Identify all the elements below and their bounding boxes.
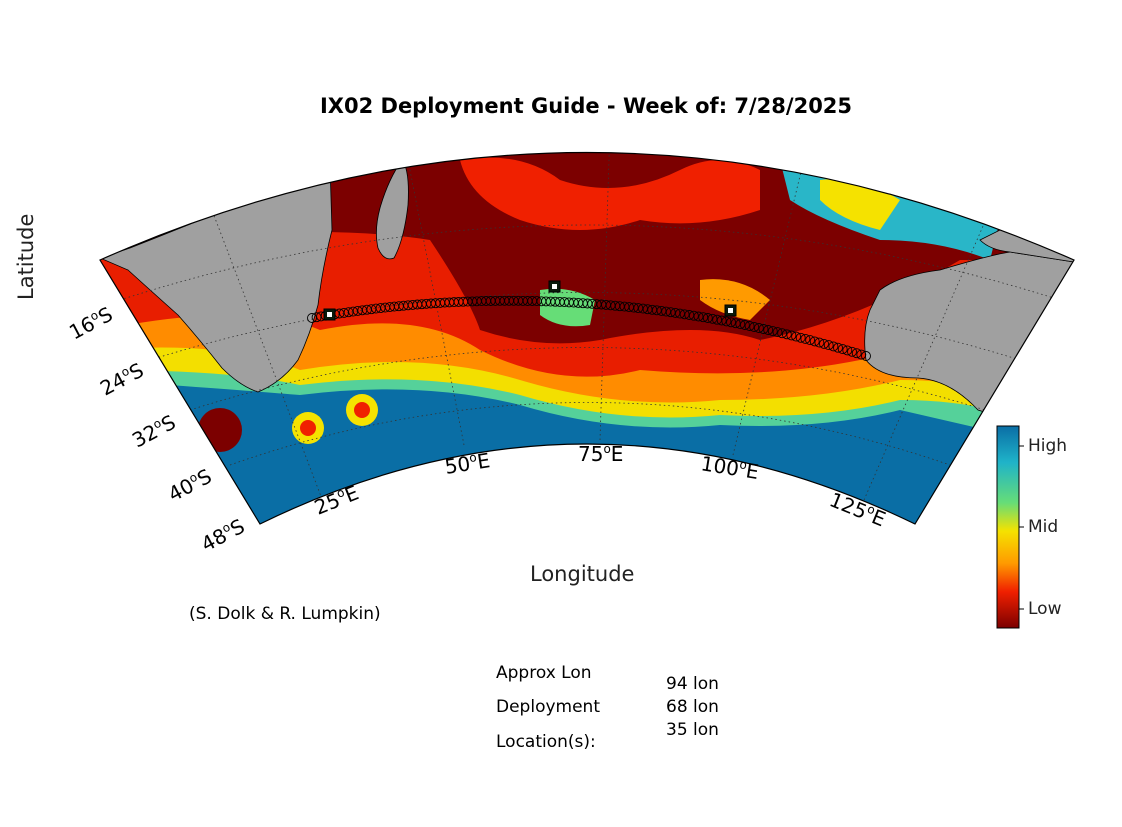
track-point — [828, 341, 839, 352]
track-point — [814, 337, 825, 348]
track-point — [739, 320, 750, 330]
track-point — [777, 328, 788, 339]
lon-tick-125: 125oE — [826, 487, 889, 531]
track-point — [679, 309, 690, 320]
deployment-note-line2: Deployment — [496, 697, 600, 717]
deployment-marker-68-core — [552, 284, 557, 289]
track-point — [861, 351, 871, 361]
deployment-note-line1: Approx Lon — [496, 663, 592, 683]
map-title: IX02 Deployment Guide - Week of: 7/28/20… — [319, 94, 853, 118]
lon-tick-100: 100oE — [699, 451, 760, 484]
track-point — [842, 345, 853, 356]
track-point — [819, 338, 829, 349]
track-point — [767, 326, 778, 337]
graticule — [119, 152, 1061, 521]
deployment-location-2: 68 lon — [666, 697, 719, 717]
lon-tick-50: 50oE — [443, 448, 492, 479]
track-point — [721, 316, 732, 327]
track-point — [661, 306, 672, 317]
track-point — [791, 331, 802, 342]
track-point — [688, 310, 699, 321]
track-point — [675, 308, 685, 319]
lat-tick-32: 32oS — [128, 410, 179, 453]
lat-tick-40: 40oS — [164, 464, 215, 507]
track-point — [781, 329, 792, 340]
track-point — [730, 318, 741, 329]
credit-text: (S. Dolk & R. Lumpkin) — [189, 604, 381, 624]
ocean-patch-red-north — [460, 157, 760, 230]
track-point — [665, 307, 676, 318]
colorbar-label-low: Low — [1028, 599, 1062, 619]
deployment-note-line3: Location(s): — [496, 732, 596, 752]
lat-tick-48: 48oS — [197, 514, 248, 557]
track-point — [795, 332, 806, 343]
track-point — [753, 323, 764, 333]
track-point — [851, 348, 862, 359]
eddy-2-core — [300, 420, 316, 436]
map-frame — [99, 151, 1075, 525]
track-point — [702, 313, 713, 323]
eddy-3-core — [354, 402, 370, 418]
deployment-marker-35-core — [327, 312, 332, 317]
eddy-1 — [198, 408, 242, 452]
track-point — [847, 346, 857, 357]
track-point — [800, 333, 811, 344]
lon-tick-75: 75oE — [578, 442, 623, 466]
track-point — [712, 314, 723, 325]
colorbar-label-mid: Mid — [1028, 517, 1059, 537]
track-point — [809, 336, 820, 347]
colorbar — [996, 425, 1020, 629]
colorbar-label-high: High — [1028, 436, 1068, 456]
ix02-track — [307, 295, 871, 361]
y-axis-label: Latitude — [14, 213, 38, 300]
lat-tick-16: 16oS — [65, 302, 116, 345]
map-field — [100, 152, 1074, 524]
track-point — [758, 324, 769, 334]
track-point — [716, 315, 727, 326]
lon-tick-labels: 25oE 50oE 75oE 100oE 125oE — [311, 442, 889, 531]
track-point — [837, 344, 848, 355]
deployment-marker-94-core — [728, 308, 733, 313]
track-point — [744, 321, 755, 331]
ocean-patch-orange-center — [700, 279, 770, 320]
deployment-location-1: 94 lon — [666, 674, 719, 694]
track-point — [749, 322, 760, 332]
track-point — [856, 349, 867, 360]
track-point — [726, 317, 736, 328]
track-point — [698, 312, 709, 323]
lat-tick-24: 24oS — [96, 358, 147, 401]
track-point — [693, 311, 704, 322]
ocean-patch-red-west — [310, 256, 390, 300]
track-point — [786, 330, 797, 341]
track-point — [772, 327, 783, 338]
track-point — [735, 319, 746, 330]
track-point — [763, 325, 774, 335]
track-point — [651, 305, 662, 316]
track-point — [707, 313, 718, 324]
track-point — [823, 340, 834, 351]
track-point — [833, 342, 843, 353]
x-axis-label: Longitude — [530, 562, 635, 586]
land-madagascar — [376, 159, 409, 260]
deployment-location-3: 35 lon — [666, 720, 719, 740]
track-point — [805, 335, 816, 346]
